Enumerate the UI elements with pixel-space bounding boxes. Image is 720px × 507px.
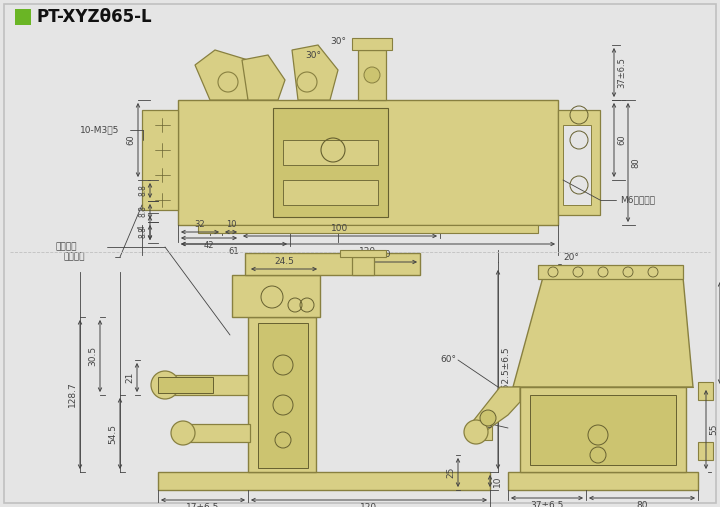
Bar	[283, 180, 378, 205]
Text: 旋转中心: 旋转中心	[63, 252, 84, 262]
Circle shape	[171, 421, 195, 445]
Bar	[178, 100, 558, 225]
Text: 80: 80	[631, 157, 640, 168]
Text: 55: 55	[709, 424, 718, 435]
Circle shape	[464, 420, 488, 444]
Text: 60°: 60°	[440, 355, 456, 365]
Bar	[178, 424, 250, 442]
Text: 25: 25	[446, 467, 455, 478]
Polygon shape	[513, 277, 693, 387]
Text: 30°: 30°	[330, 38, 346, 47]
Bar	[482, 418, 492, 440]
Text: 8.8: 8.8	[138, 205, 147, 218]
Bar	[248, 317, 316, 472]
Text: 128.7: 128.7	[68, 382, 77, 408]
Text: Ø13: Ø13	[474, 420, 493, 429]
Bar	[158, 375, 248, 395]
Bar	[158, 472, 490, 490]
Bar	[563, 125, 591, 205]
Bar	[273, 108, 388, 217]
Bar	[258, 323, 308, 468]
Polygon shape	[195, 50, 248, 100]
Bar	[158, 377, 213, 393]
Text: 4: 4	[138, 226, 147, 231]
Text: 30°: 30°	[305, 51, 321, 59]
Text: 21: 21	[125, 372, 134, 383]
Text: 100: 100	[331, 224, 348, 233]
Bar	[530, 395, 676, 465]
Bar	[283, 140, 378, 165]
Polygon shape	[466, 387, 520, 435]
Text: 120: 120	[361, 503, 377, 507]
Circle shape	[364, 67, 380, 83]
Bar	[142, 110, 178, 210]
Polygon shape	[292, 45, 338, 100]
Text: 8.8: 8.8	[138, 227, 147, 238]
Circle shape	[548, 267, 558, 277]
Text: 旋转中心: 旋转中心	[55, 242, 76, 251]
Bar	[352, 38, 392, 50]
Text: 152.5±6.5: 152.5±6.5	[501, 346, 510, 393]
Text: 8.8: 8.8	[138, 185, 147, 196]
Text: 10: 10	[226, 220, 236, 229]
Text: 32: 32	[194, 220, 205, 229]
Text: 17±6.5: 17±6.5	[186, 503, 220, 507]
Text: 20°: 20°	[563, 253, 579, 262]
Circle shape	[573, 267, 583, 277]
Polygon shape	[242, 55, 285, 100]
Text: 54.5: 54.5	[108, 423, 117, 444]
Text: 42: 42	[204, 241, 215, 250]
Bar	[520, 387, 686, 472]
Bar	[232, 275, 320, 317]
Bar	[358, 50, 386, 100]
Bar	[15, 9, 31, 25]
Text: PT-XYZθ65-L: PT-XYZθ65-L	[37, 8, 153, 26]
Bar	[508, 472, 698, 490]
Bar	[698, 382, 713, 400]
Bar	[198, 225, 538, 233]
Text: 10: 10	[493, 475, 502, 487]
Bar	[538, 265, 683, 279]
Text: 37±6.5: 37±6.5	[617, 57, 626, 88]
Text: 24.5: 24.5	[274, 257, 294, 266]
Bar	[352, 257, 374, 275]
Text: 60: 60	[126, 135, 135, 146]
Circle shape	[648, 267, 658, 277]
Text: 37±6.5: 37±6.5	[531, 501, 564, 507]
Bar	[698, 442, 713, 460]
Bar	[558, 110, 600, 215]
Circle shape	[623, 267, 633, 277]
Text: M6螺丝用孔: M6螺丝用孔	[620, 196, 655, 204]
Circle shape	[480, 410, 496, 426]
Circle shape	[151, 371, 179, 399]
Text: 50: 50	[379, 250, 391, 259]
Text: 10-M3深5: 10-M3深5	[80, 126, 120, 134]
Text: 61: 61	[229, 247, 239, 256]
Circle shape	[218, 72, 238, 92]
Bar	[340, 250, 386, 257]
Circle shape	[598, 267, 608, 277]
Text: 80: 80	[636, 501, 648, 507]
Bar	[245, 253, 420, 275]
Text: 30.5: 30.5	[88, 346, 97, 366]
Circle shape	[297, 72, 317, 92]
Text: 60: 60	[617, 135, 626, 146]
Text: 120: 120	[359, 247, 377, 256]
